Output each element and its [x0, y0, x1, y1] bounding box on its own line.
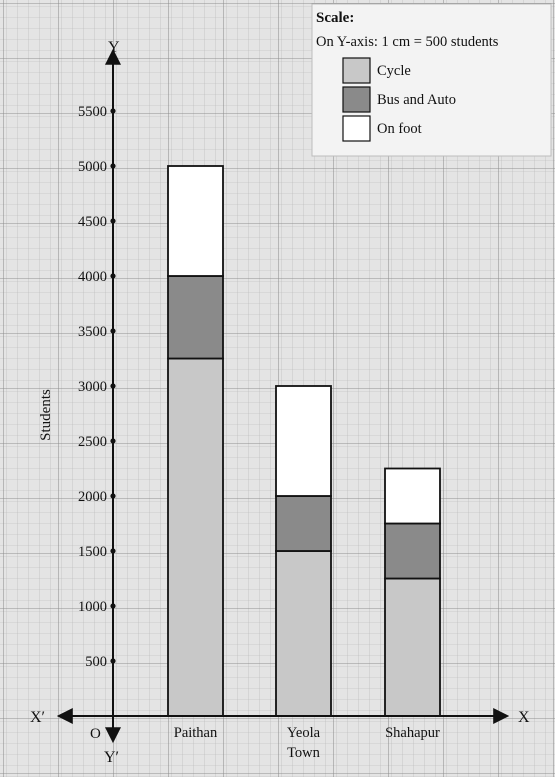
x-category-label: Shahapur [385, 725, 440, 741]
y-tick-mark [110, 548, 116, 554]
legend: Scale: On Y-axis: 1 cm = 500 students Cy… [311, 3, 552, 157]
legend-swatch [342, 57, 371, 84]
bar-segment-cycle-paithan [167, 357, 224, 717]
x-axis-negative-label: X′ [30, 709, 45, 726]
legend-label: Cycle [377, 63, 411, 79]
x-labels-layer: Paithan Yeola Town Shahapur [174, 725, 440, 761]
bar-segment-bus-and-auto-shahapur [384, 522, 441, 580]
bar-segment-bus-and-auto-paithan [167, 275, 224, 360]
origin-label: O [90, 726, 101, 742]
y-tick-label: 3500 [78, 324, 107, 340]
bar-segment-on-foot-yeola-town [275, 385, 332, 497]
legend-swatch [342, 86, 371, 113]
y-ticks-layer: 500 1000 1500 2000 2500 3000 3500 4000 4500 5000 5… [78, 104, 116, 670]
y-tick-mark [110, 438, 116, 444]
y-tick-label: 1000 [78, 599, 107, 615]
y-axis-positive-label: Y [108, 39, 120, 56]
bar-segment-on-foot-shahapur [384, 467, 441, 525]
bar-segment-on-foot-paithan [167, 165, 224, 277]
y-tick-mark [110, 603, 116, 609]
legend-label: Bus and Auto [377, 92, 456, 108]
bar-segment-cycle-yeola-town [275, 550, 332, 717]
y-tick-label: 4500 [78, 214, 107, 230]
bar-segment-cycle-shahapur [384, 577, 441, 717]
y-tick-mark [110, 658, 116, 664]
y-tick-mark [110, 163, 116, 169]
bars-layer [167, 165, 441, 717]
y-tick-label: 1500 [78, 544, 107, 560]
y-tick-label: 3000 [78, 379, 107, 395]
y-tick-mark [110, 493, 116, 499]
y-tick-label: 2000 [78, 489, 107, 505]
legend-items: Cycle Bus and Auto On foot [342, 57, 456, 142]
y-tick-mark [110, 218, 116, 224]
y-tick-mark [110, 328, 116, 334]
y-tick-label: 5500 [78, 104, 107, 120]
x-category-label: Paithan [174, 725, 218, 741]
y-axis-title: Students [38, 389, 54, 441]
y-tick-label: 4000 [78, 269, 107, 285]
x-axis-positive-label: X [518, 709, 530, 726]
legend-scale-text: On Y-axis: 1 cm = 500 students [316, 34, 499, 50]
legend-swatch [342, 115, 371, 142]
x-category-label: Yeola [287, 725, 321, 741]
y-tick-label: 2500 [78, 434, 107, 450]
x-category-label: Town [287, 745, 321, 761]
y-tick-mark [110, 273, 116, 279]
y-tick-label: 5000 [78, 159, 107, 175]
y-tick-label: 500 [85, 654, 107, 670]
bar-segment-bus-and-auto-yeola-town [275, 495, 332, 552]
y-axis-negative-label: Y′ [104, 749, 119, 766]
legend-title: Scale: [316, 10, 354, 26]
y-tick-mark [110, 383, 116, 389]
legend-label: On foot [377, 121, 422, 137]
y-tick-mark [110, 108, 116, 114]
